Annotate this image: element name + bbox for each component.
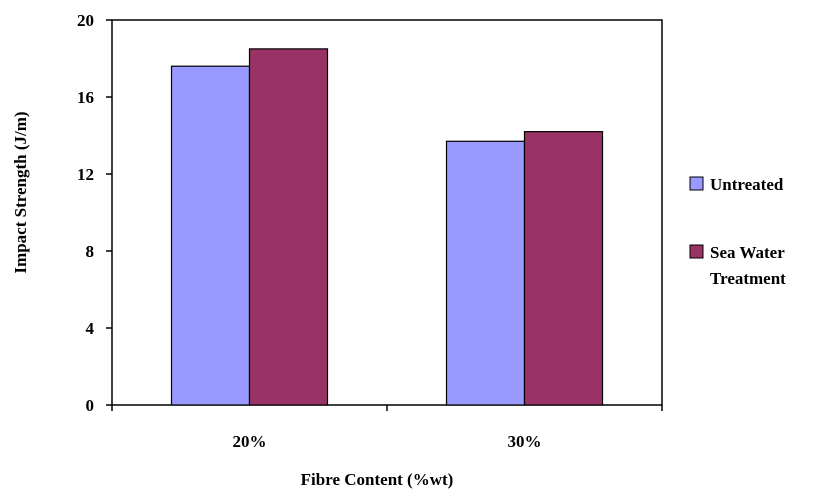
y-tick-label: 16 bbox=[77, 88, 94, 107]
x-axis-ticks: 20% 30% bbox=[111, 405, 663, 451]
bar-sea-water-treatment-1 bbox=[523, 131, 604, 406]
legend: Untreated Sea Water Treatment bbox=[689, 175, 786, 288]
legend-label: Treatment bbox=[710, 269, 786, 288]
bars bbox=[170, 48, 604, 406]
bar-untreated-0 bbox=[170, 65, 251, 406]
y-tick-label: 8 bbox=[86, 242, 95, 261]
y-axis-title: Impact Strength (J/m) bbox=[11, 111, 30, 273]
legend-swatch bbox=[689, 176, 704, 191]
x-tick-label: 20% bbox=[233, 432, 267, 451]
bar-sea-water-treatment-0 bbox=[248, 48, 329, 406]
legend-swatch bbox=[689, 244, 704, 259]
bar-untreated-1 bbox=[445, 140, 526, 406]
y-tick-label: 20 bbox=[77, 11, 94, 30]
legend-label: Sea Water bbox=[710, 243, 785, 262]
y-tick-label: 12 bbox=[77, 165, 94, 184]
x-tick-label: 30% bbox=[508, 432, 542, 451]
y-tick-label: 0 bbox=[86, 396, 95, 415]
legend-label: Untreated bbox=[710, 175, 784, 194]
y-tick-label: 4 bbox=[86, 319, 95, 338]
y-axis-ticks: 0 4 8 12 16 20 bbox=[77, 11, 112, 415]
x-axis-title: Fibre Content (%wt) bbox=[301, 470, 454, 489]
